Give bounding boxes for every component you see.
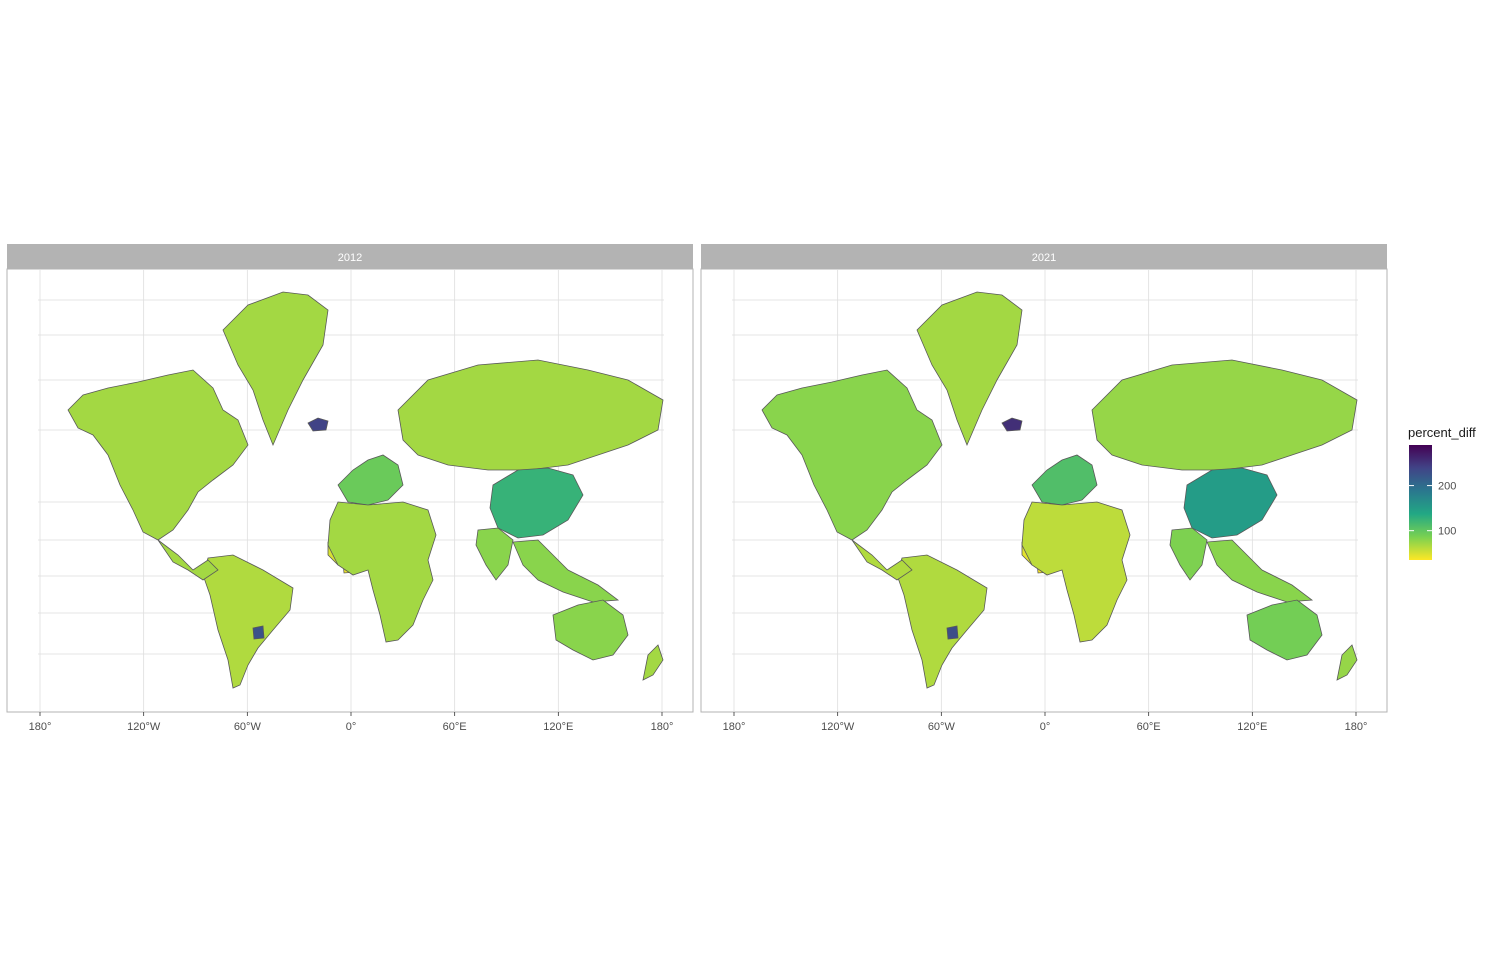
facet-strip — [7, 244, 693, 269]
x-tick-label: 120°E — [1237, 721, 1267, 733]
region-south-america — [896, 554, 988, 689]
color-legend: percent_diff 100 200 — [1408, 425, 1476, 560]
region-south-america — [202, 554, 294, 689]
region-new-zealand — [642, 644, 664, 681]
region-india — [475, 527, 514, 581]
region-southeast-asia — [1206, 539, 1314, 603]
region-iceland — [1001, 417, 1023, 432]
region-uruguay — [252, 625, 265, 640]
x-tick-label: 180° — [29, 721, 52, 733]
region-china — [489, 467, 584, 539]
facet-panel-2012: 2012 180° 120°W 60°W 0° 60°E 120°E 180° — [6, 244, 694, 733]
region-greenland — [916, 291, 1023, 447]
x-tick-label: 60°W — [234, 721, 262, 733]
region-russia — [397, 359, 664, 471]
region-russia — [1091, 359, 1358, 471]
legend-ticks: 100 200 — [1409, 481, 1456, 538]
x-tick-label: 120°W — [127, 721, 161, 733]
x-tick-label: 0° — [346, 721, 357, 733]
region-north-america — [67, 369, 249, 541]
region-central-america — [851, 539, 913, 581]
region-australia — [1246, 599, 1323, 661]
region-southeast-asia — [512, 539, 620, 603]
x-axis: 180° 120°W 60°W 0° 60°E 120°E 180° — [723, 712, 1368, 733]
x-tick-label: 0° — [1040, 721, 1051, 733]
facet-strip — [701, 244, 1387, 269]
region-australia — [552, 599, 629, 661]
legend-title: percent_diff — [1408, 425, 1476, 440]
region-central-america — [157, 539, 219, 581]
countries-layer — [67, 291, 664, 689]
region-western-europe — [337, 454, 404, 506]
region-china — [1183, 467, 1278, 539]
legend-tick-label: 100 — [1438, 526, 1456, 538]
x-tick-label: 180° — [723, 721, 746, 733]
x-tick-label: 180° — [651, 721, 674, 733]
legend-tick-label: 200 — [1438, 481, 1456, 493]
region-india — [1169, 527, 1208, 581]
x-tick-label: 60°E — [443, 721, 467, 733]
region-new-zealand — [1336, 644, 1358, 681]
x-tick-label: 60°W — [928, 721, 956, 733]
region-north-america — [761, 369, 943, 541]
x-axis: 180° 120°W 60°W 0° 60°E 120°E 180° — [29, 712, 674, 733]
x-tick-label: 120°E — [543, 721, 573, 733]
x-tick-label: 60°E — [1137, 721, 1161, 733]
x-tick-label: 120°W — [821, 721, 855, 733]
countries-layer — [761, 291, 1358, 689]
facet-strip-label: 2012 — [338, 252, 362, 264]
facet-panel-2021: 2021 180° 120°W 60°W 0° 60°E 120°E 180° — [700, 244, 1388, 733]
x-tick-label: 180° — [1345, 721, 1368, 733]
legend-colorbar — [1409, 445, 1432, 560]
region-uruguay — [946, 625, 959, 640]
region-iceland — [307, 417, 329, 432]
region-africa-other — [1021, 501, 1131, 643]
facet-strip-label: 2021 — [1032, 252, 1056, 264]
region-western-europe — [1031, 454, 1098, 506]
region-africa-other — [327, 501, 437, 643]
region-greenland — [222, 291, 329, 447]
